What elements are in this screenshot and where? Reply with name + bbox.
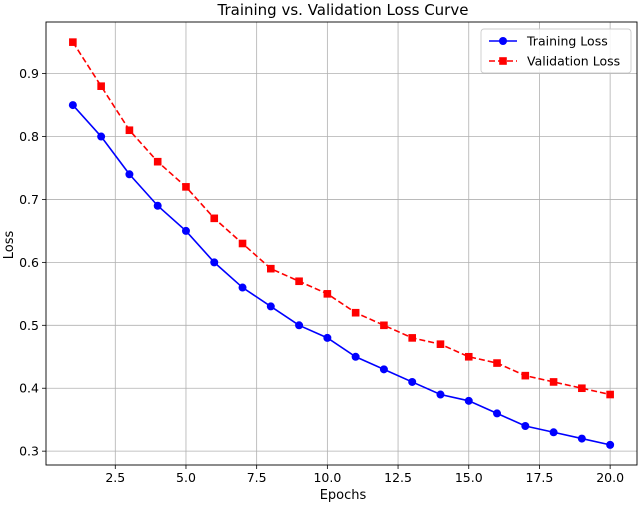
series-line-validation	[72, 41, 611, 396]
validation-point	[436, 340, 445, 348]
grid	[46, 22, 637, 465]
legend-marker	[499, 37, 507, 45]
y-tick-label: 0.9	[19, 66, 39, 81]
validation-point	[238, 239, 247, 248]
axes-frame	[45, 21, 638, 466]
y-tick-label: 0.3	[19, 444, 39, 459]
series-line-training	[72, 104, 611, 446]
ticks: 2.5 5.0 7.5 10.0 12.5 15.0 17.5 20.0 0.3 0.4 0.5 0.…	[19, 66, 624, 485]
legend-label: Validation Loss	[527, 54, 620, 69]
legend-box	[480, 28, 632, 74]
training-point	[68, 101, 77, 110]
validation-point	[549, 378, 558, 386]
legend-marker	[499, 57, 507, 65]
y-tick-label: 0.4	[19, 381, 39, 396]
training-point	[577, 434, 586, 443]
training-point	[606, 440, 615, 449]
plot-area	[68, 38, 615, 449]
x-tick-label: 7.5	[247, 470, 267, 485]
validation-point	[380, 321, 388, 330]
validation-point	[493, 359, 501, 367]
y-tick-label: 0.6	[19, 255, 39, 270]
validation-point	[295, 277, 303, 286]
training-point	[97, 132, 106, 141]
y-axis-label: Loss	[2, 231, 17, 260]
training-point	[408, 377, 417, 386]
training-point	[295, 321, 304, 330]
validation-point	[464, 352, 473, 361]
validation-point	[153, 157, 162, 166]
x-tick-label: 20.0	[596, 470, 624, 485]
validation-point	[351, 308, 360, 317]
training-point	[210, 258, 219, 267]
axes	[45, 21, 638, 466]
validation-point	[521, 371, 530, 380]
validation-point	[97, 82, 105, 90]
training-point	[351, 352, 360, 361]
training-point	[323, 333, 332, 342]
legend-label: Training Loss	[526, 34, 608, 49]
validation-point	[267, 264, 275, 273]
validation-point	[210, 214, 219, 223]
training-point	[379, 365, 388, 374]
chart-title: Training vs. Validation Loss Curve	[217, 1, 469, 19]
validation-point	[408, 334, 416, 342]
x-tick-label: 12.5	[384, 470, 412, 485]
validation-point	[578, 384, 586, 393]
training-point	[153, 201, 162, 210]
training-point	[181, 226, 190, 235]
training-point	[521, 421, 530, 430]
validation-point	[606, 390, 614, 399]
x-tick-label: 5.0	[176, 470, 196, 485]
training-point	[436, 390, 445, 399]
y-tick-label: 0.8	[19, 129, 39, 144]
training-point	[549, 428, 558, 437]
training-point	[493, 409, 502, 418]
validation-point	[69, 38, 77, 46]
x-tick-label: 15.0	[455, 470, 483, 485]
x-tick-label: 17.5	[526, 470, 554, 485]
validation-point	[323, 290, 332, 298]
training-point	[266, 302, 275, 311]
training-point	[125, 170, 134, 179]
validation-point	[182, 183, 190, 191]
validation-point	[125, 126, 134, 135]
y-tick-label: 0.5	[19, 318, 39, 333]
training-point	[464, 396, 473, 405]
x-tick-label: 2.5	[105, 470, 125, 485]
legend: Training Loss Validation Loss	[480, 28, 632, 74]
training-point	[238, 283, 247, 292]
x-axis-label: Epochs	[320, 488, 367, 503]
y-tick-label: 0.7	[19, 192, 39, 207]
x-tick-label: 10.0	[313, 470, 341, 485]
